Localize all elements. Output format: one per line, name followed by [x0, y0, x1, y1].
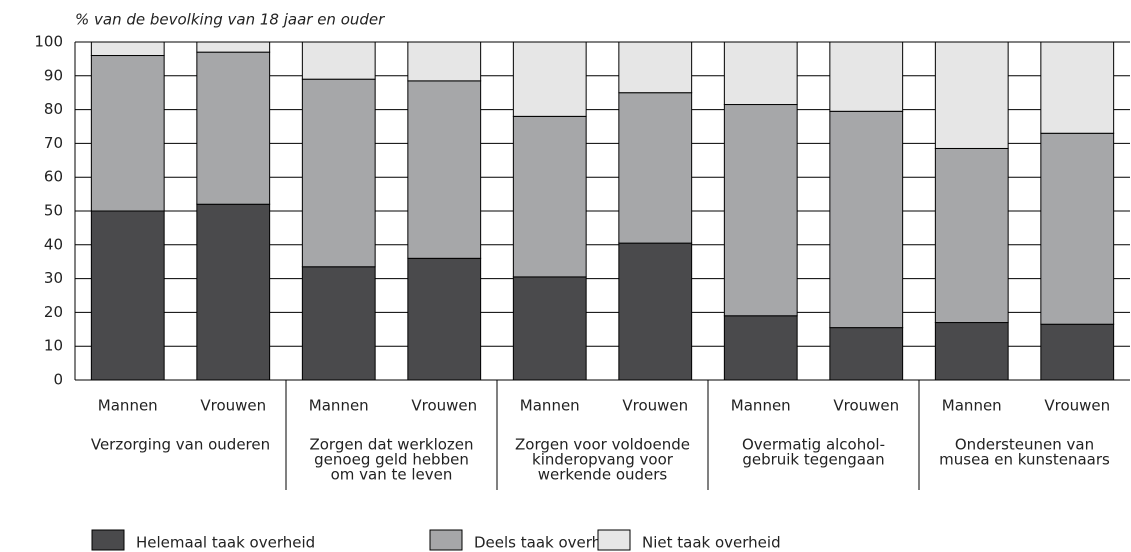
bar-segment: [934, 41, 1009, 149]
bar-segment: [90, 210, 165, 381]
bar-segment: [196, 203, 271, 381]
legend-label: Deels taak overheid: [474, 534, 624, 552]
bar-segment: [90, 41, 165, 57]
x-tick-label: Vrouwen: [622, 397, 688, 415]
bar-segment: [829, 327, 904, 381]
y-tick-label: 40: [44, 235, 63, 253]
legend-swatch: [429, 529, 463, 551]
y-tick-label: 30: [44, 269, 63, 287]
y-tick-label: 70: [44, 134, 63, 152]
y-tick-label: 10: [44, 337, 63, 355]
bar-segment: [618, 242, 693, 381]
bar-segment: [723, 315, 798, 381]
y-tick-label: 100: [34, 33, 63, 51]
group-label: werkende ouders: [538, 466, 668, 484]
bar-segment: [934, 147, 1009, 324]
y-tick-label: 50: [44, 202, 63, 220]
group-label: genoeg geld hebben: [314, 451, 469, 469]
bar-segment: [1040, 132, 1115, 325]
group-label: kinderopvang voor: [532, 451, 674, 469]
bar-segment: [512, 41, 587, 117]
x-tick-label: Vrouwen: [1044, 397, 1110, 415]
group-label: Zorgen voor voldoende: [515, 436, 690, 454]
x-tick-label: Vrouwen: [200, 397, 266, 415]
bar-segment: [1040, 323, 1115, 381]
x-tick-label: Vrouwen: [411, 397, 477, 415]
bar-segment: [934, 322, 1009, 381]
group-label: musea en kunstenaars: [939, 451, 1110, 469]
legend-label: Helemaal taak overheid: [136, 534, 315, 552]
legend-swatch: [597, 529, 631, 551]
bar-segment: [196, 51, 271, 205]
bar-segment: [829, 41, 904, 112]
bar-segment: [301, 266, 376, 381]
group-label: om van te leven: [331, 466, 453, 484]
legend-swatch: [91, 529, 125, 551]
x-tick-label: Vrouwen: [833, 397, 899, 415]
x-tick-label: Mannen: [309, 397, 369, 415]
group-label: gebruik tegengaan: [742, 451, 884, 469]
bar-segment: [618, 92, 693, 244]
x-tick-label: Mannen: [731, 397, 791, 415]
group-label: Verzorging van ouderen: [91, 436, 270, 454]
bar-segment: [829, 110, 904, 329]
bar-segment: [723, 41, 798, 106]
bar-segment: [407, 257, 482, 381]
x-tick-label: Mannen: [520, 397, 580, 415]
legend-label: Niet taak overheid: [642, 534, 781, 552]
bar-segment: [407, 80, 482, 259]
bar-segment: [301, 41, 376, 80]
bar-segment: [512, 276, 587, 381]
group-label: Zorgen dat werklozen: [309, 436, 473, 454]
group-label: Overmatig alcohol-: [742, 436, 885, 454]
bar-segment: [196, 41, 271, 53]
bar-segment: [407, 41, 482, 82]
group-label: Ondersteunen van: [955, 436, 1094, 454]
bar-segment: [618, 41, 693, 94]
y-axis-label: % van de bevolking van 18 jaar en ouder: [75, 11, 385, 29]
y-tick-label: 90: [44, 66, 63, 84]
y-tick-label: 20: [44, 303, 63, 321]
bar-segment: [90, 55, 165, 212]
bar-segment: [1040, 41, 1115, 134]
y-tick-label: 80: [44, 100, 63, 118]
bar-segment: [512, 115, 587, 278]
x-tick-label: Mannen: [942, 397, 1002, 415]
bar-segment: [723, 104, 798, 317]
bar-segment: [301, 78, 376, 268]
y-tick-label: 60: [44, 168, 63, 186]
x-tick-label: Mannen: [98, 397, 158, 415]
y-tick-label: 0: [53, 371, 63, 389]
